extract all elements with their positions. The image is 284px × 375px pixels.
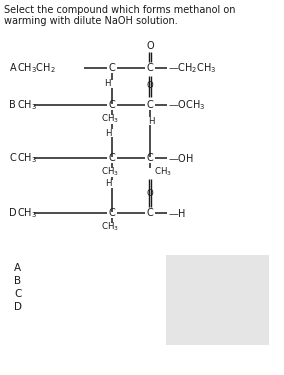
Text: C: C	[108, 63, 115, 73]
Text: A: A	[14, 263, 21, 273]
Text: $\mathregular{—OH}$: $\mathregular{—OH}$	[168, 152, 194, 164]
Text: B: B	[9, 100, 16, 110]
Text: C: C	[147, 100, 153, 110]
Text: $\mathregular{—OCH_3}$: $\mathregular{—OCH_3}$	[168, 98, 205, 112]
Text: B: B	[14, 276, 21, 286]
Text: H: H	[104, 80, 110, 88]
Text: $\mathregular{CH_3}$: $\mathregular{CH_3}$	[17, 206, 37, 220]
Bar	[166, 255, 269, 345]
Text: $\mathregular{CH_3CH_2}$: $\mathregular{CH_3CH_2}$	[17, 61, 56, 75]
Text: D: D	[14, 302, 22, 312]
Text: C: C	[108, 153, 115, 163]
Text: C: C	[147, 63, 153, 73]
Text: C: C	[147, 208, 153, 218]
Text: C: C	[108, 100, 115, 110]
Text: A: A	[9, 63, 16, 73]
Text: C: C	[9, 153, 16, 163]
Text: H: H	[105, 180, 111, 189]
Text: Select the compound which forms methanol on: Select the compound which forms methanol…	[4, 5, 235, 15]
Text: $\mathregular{—H}$: $\mathregular{—H}$	[168, 207, 186, 219]
Text: $\mathregular{CH_3}$: $\mathregular{CH_3}$	[101, 221, 119, 233]
Text: warming with dilute NaOH solution.: warming with dilute NaOH solution.	[4, 16, 178, 26]
Text: C: C	[14, 289, 22, 299]
Text: O: O	[147, 81, 153, 90]
Text: C: C	[108, 208, 115, 218]
Text: H: H	[105, 129, 111, 138]
Text: $\mathregular{CH_3}$: $\mathregular{CH_3}$	[154, 166, 172, 178]
Text: $\mathregular{CH_3}$: $\mathregular{CH_3}$	[17, 151, 37, 165]
Text: C: C	[147, 153, 153, 163]
Text: $\mathregular{—CH_2CH_3}$: $\mathregular{—CH_2CH_3}$	[168, 61, 217, 75]
Text: $\mathregular{CH_3}$: $\mathregular{CH_3}$	[101, 166, 119, 178]
Text: H: H	[149, 117, 155, 126]
Text: $\mathregular{CH_3}$: $\mathregular{CH_3}$	[101, 113, 119, 125]
Text: $\mathregular{CH_3}$: $\mathregular{CH_3}$	[17, 98, 37, 112]
Text: D: D	[9, 208, 17, 218]
Text: O: O	[147, 189, 153, 198]
Text: O: O	[146, 41, 154, 51]
